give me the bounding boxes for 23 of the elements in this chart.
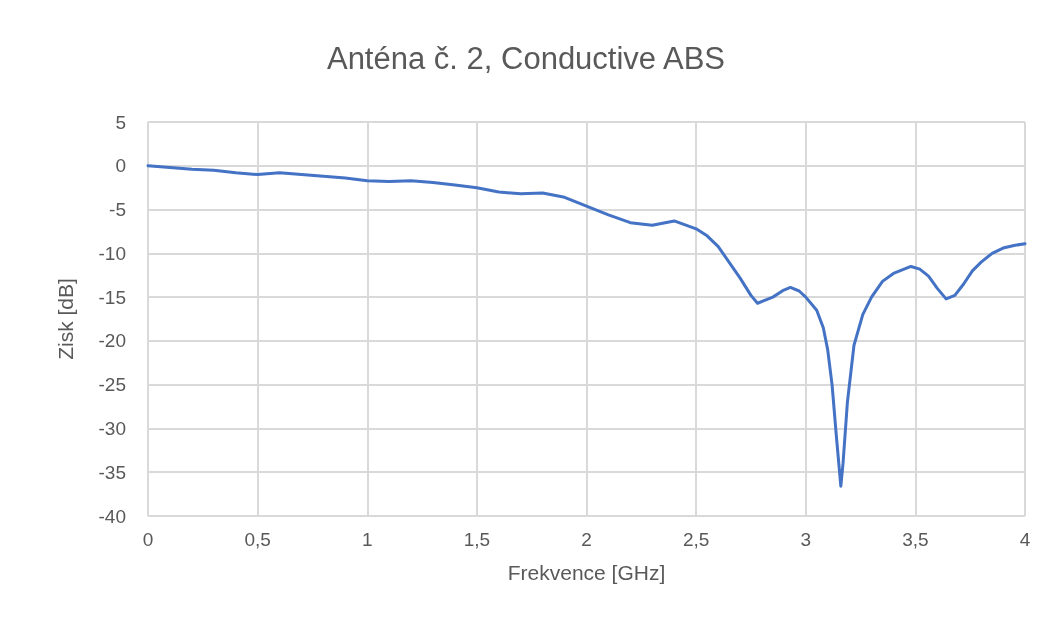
line-series [146, 164, 1027, 488]
y-tick-label: -30 [98, 417, 126, 439]
y-tick-label: -15 [98, 286, 126, 308]
x-tick-label: 0 [142, 529, 154, 550]
y-axis-title: Zisk [dB] [54, 278, 77, 360]
x-tick-label: 2,5 [682, 529, 710, 550]
x-tick-label: 4 [1019, 529, 1031, 550]
y-tick-label: 5 [115, 111, 126, 133]
x-tick-label: 1 [361, 529, 373, 550]
x-tick-label: 0,5 [244, 529, 271, 550]
x-tick-label: 3 [800, 529, 812, 550]
y-tick-label: 0 [115, 155, 126, 177]
y-tick-label: -25 [98, 374, 126, 396]
x-axis-title: Frekvence [GHz] [507, 561, 666, 584]
y-tick-label: -10 [98, 242, 126, 264]
y-tick-label: -40 [98, 505, 126, 527]
y-tick-label: -5 [109, 199, 126, 221]
chart-title: Anténa č. 2, Conductive ABS [326, 41, 726, 76]
y-tick-label: -35 [98, 461, 126, 483]
y-tick-label: -20 [98, 330, 126, 352]
x-tick-label: 2 [581, 529, 592, 550]
x-tick-label: 1,5 [463, 529, 491, 550]
x-tick-label: 3,5 [902, 529, 929, 550]
